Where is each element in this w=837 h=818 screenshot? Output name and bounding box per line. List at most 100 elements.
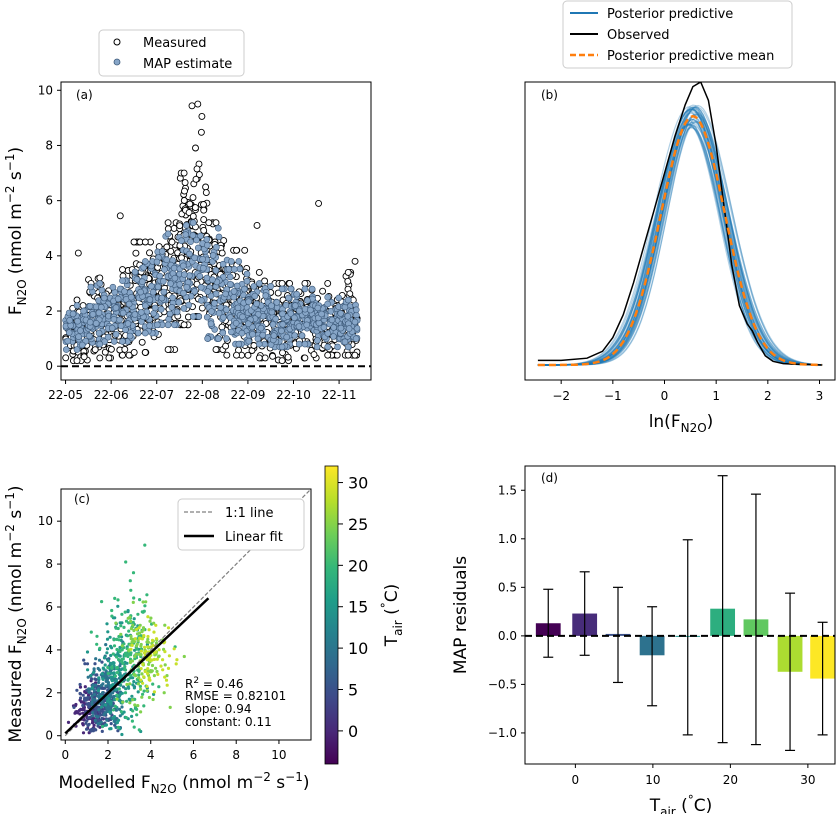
measured-vs-modelled-point [142, 704, 146, 708]
measured-point [284, 353, 292, 361]
measured-vs-modelled-point [82, 706, 86, 710]
map-point [114, 295, 122, 303]
measured-vs-modelled-point [72, 705, 76, 710]
map-point [295, 307, 303, 315]
measured-vs-modelled-point [120, 732, 124, 737]
measured-point [164, 346, 172, 354]
measured-vs-modelled-point [89, 673, 93, 678]
measured-vs-modelled-point [123, 668, 128, 672]
map-point [219, 260, 227, 268]
measured-vs-modelled-point [141, 692, 145, 696]
map-point [345, 325, 353, 332]
map-point [335, 294, 343, 302]
map-point [112, 330, 120, 338]
measured-vs-modelled-point [109, 702, 113, 706]
map-point [225, 265, 233, 273]
measured-vs-modelled-point [105, 696, 109, 701]
measured-vs-modelled-point [92, 700, 96, 705]
measured-vs-modelled-point [117, 668, 121, 673]
measured-vs-modelled-point [130, 643, 134, 648]
x-tick-label: 2 [104, 748, 112, 762]
map-point [227, 280, 234, 288]
measured-vs-modelled-point [113, 616, 117, 620]
observed-line [537, 82, 823, 366]
measured-vs-modelled-point [131, 698, 135, 702]
measured-vs-modelled-point [139, 649, 143, 653]
map-point [73, 346, 81, 353]
map-point [233, 282, 241, 290]
measured-vs-modelled-point [118, 645, 122, 650]
measured-vs-modelled-point [132, 596, 136, 600]
map-point [95, 309, 103, 317]
measured-vs-modelled-point [114, 626, 118, 630]
measured-vs-modelled-point [141, 662, 145, 667]
map-point [166, 310, 174, 318]
measured-vs-modelled-point [149, 616, 153, 620]
map-point [124, 320, 132, 327]
map-point [137, 288, 144, 296]
measured-vs-modelled-point [136, 668, 140, 672]
posterior-predictive-line [537, 109, 823, 366]
measured-vs-modelled-point [155, 669, 159, 674]
posterior-mean-line [537, 114, 823, 367]
map-point [142, 329, 149, 337]
measured-vs-modelled-point [141, 681, 145, 685]
measured-vs-modelled-point [143, 543, 147, 547]
map-point [208, 308, 215, 315]
measured-vs-modelled-point [132, 617, 136, 621]
x-tick-label: 6 [190, 748, 198, 762]
measured-point [74, 249, 82, 257]
measured-vs-modelled-point [138, 623, 142, 627]
map-point [197, 283, 205, 291]
measured-vs-modelled-point [104, 684, 108, 688]
measured-vs-modelled-point [111, 716, 115, 721]
panel-c-legend: 1:1 line Linear fit [177, 498, 305, 551]
measured-vs-modelled-point [168, 705, 172, 710]
colorbar: 0 5 10 15 20 25 30 Tair (°C) [324, 465, 405, 765]
x-tick-label: 0 [661, 389, 669, 403]
measured-vs-modelled-point [101, 677, 105, 682]
map-point [167, 280, 174, 287]
measured-vs-modelled-point [109, 694, 113, 698]
measured-vs-modelled-point [124, 652, 128, 656]
measured-vs-modelled-point [139, 634, 143, 638]
measured-vs-modelled-point [136, 690, 140, 694]
measured-vs-modelled-point [97, 710, 102, 714]
legend-mean-label: Posterior predictive mean [607, 49, 774, 64]
measured-vs-modelled-point [124, 716, 128, 720]
measured-vs-modelled-point [129, 627, 133, 631]
measured-vs-modelled-point [130, 714, 134, 719]
map-point [278, 327, 285, 335]
measured-point [167, 247, 175, 255]
measured-point [180, 169, 188, 177]
map-point [180, 262, 187, 270]
map-point [228, 328, 235, 336]
measured-vs-modelled-point [156, 672, 160, 677]
panel-b-legend: Posterior predictive Observed Posterior … [562, 0, 793, 69]
map-point [154, 321, 161, 329]
map-point [119, 309, 127, 317]
map-point [245, 320, 252, 328]
map-point [251, 292, 259, 300]
measured-vs-modelled-point [127, 629, 131, 633]
measured-vs-modelled-point [100, 672, 104, 676]
measured-point [73, 296, 81, 304]
map-point [121, 288, 128, 295]
map-point [65, 329, 73, 336]
measured-vs-modelled-point [90, 686, 94, 690]
map-point [183, 283, 190, 291]
map-point [324, 300, 331, 308]
measured-vs-modelled-point [91, 683, 95, 688]
legend-1to1-label: 1:1 line [225, 506, 274, 521]
map-point [148, 282, 155, 290]
measured-vs-modelled-point [123, 665, 127, 669]
map-point [301, 340, 309, 348]
measured-vs-modelled-point [133, 703, 137, 707]
colorbar-label: Tair (°C) [379, 584, 405, 648]
measured-point [202, 183, 210, 191]
measured-vs-modelled-point [131, 683, 135, 687]
measured-vs-modelled-point [142, 651, 147, 655]
measured-vs-modelled-point [157, 648, 161, 652]
map-point [134, 329, 142, 337]
measured-vs-modelled-point [118, 648, 122, 653]
